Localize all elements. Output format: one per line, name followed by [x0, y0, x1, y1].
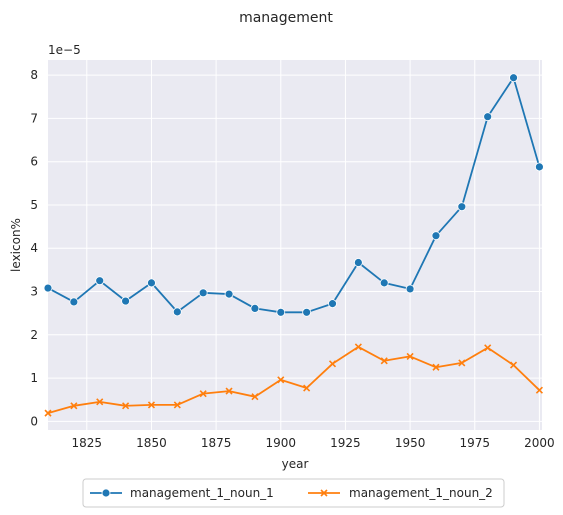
- y-tick-label: 1: [30, 371, 38, 385]
- legend-label-1: management_1_noun_1: [130, 486, 274, 500]
- data-point: [328, 360, 337, 368]
- data-point: [147, 278, 156, 288]
- data-point: [457, 202, 467, 212]
- data-point: [353, 258, 363, 267]
- data-point: [122, 402, 130, 410]
- data-point: [198, 288, 208, 298]
- data-point: [535, 162, 544, 172]
- x-tick-label: 1850: [136, 436, 167, 450]
- data-point: [95, 276, 105, 286]
- data-point: [328, 299, 337, 309]
- data-point: [431, 231, 441, 241]
- y-tick-label: 8: [30, 68, 38, 82]
- y-tick-label: 2: [30, 328, 38, 342]
- data-point: [172, 307, 182, 317]
- legend-swatch-marker-2: [320, 489, 328, 497]
- data-point: [121, 296, 130, 306]
- data-point: [224, 289, 234, 299]
- data-point: [173, 401, 181, 409]
- data-point: [251, 393, 259, 401]
- y-tick-label: 4: [30, 241, 38, 255]
- data-point: [147, 401, 156, 409]
- data-point: [458, 359, 466, 367]
- data-point: [535, 386, 543, 394]
- data-point: [483, 112, 493, 122]
- data-point: [354, 343, 362, 351]
- data-point: [43, 283, 53, 293]
- data-point: [303, 384, 311, 392]
- data-point: [225, 387, 233, 395]
- data-point: [484, 344, 492, 352]
- legend: management_1_noun_1 management_1_noun_2: [82, 478, 505, 508]
- data-point: [380, 357, 388, 365]
- data-point: [69, 297, 79, 307]
- data-point: [277, 376, 285, 384]
- data-point: [405, 284, 415, 294]
- data-point: [509, 73, 518, 83]
- y-multiplier-label: 1e−5: [48, 43, 81, 57]
- data-point: [302, 307, 312, 317]
- y-tick-label: 6: [30, 155, 38, 169]
- chart-title: management: [239, 10, 333, 26]
- y-tick-label: 7: [30, 111, 38, 125]
- x-tick-label: 1975: [459, 436, 490, 450]
- data-point: [70, 402, 78, 410]
- x-tick-label: 1825: [72, 436, 103, 450]
- legend-frame: [82, 478, 505, 508]
- y-axis-ticks: 0 1 2 3 4 5 6 7 8: [30, 68, 38, 428]
- y-tick-label: 3: [30, 285, 38, 299]
- data-point: [509, 361, 518, 369]
- x-tick-label: 2000: [524, 436, 555, 450]
- x-tick-label: 1900: [266, 436, 297, 450]
- y-axis-label: lexicon%: [9, 218, 23, 272]
- x-tick-label: 1925: [330, 436, 361, 450]
- data-point: [276, 307, 286, 317]
- data-point: [379, 278, 389, 288]
- data-point: [199, 390, 207, 398]
- series-line-1: [47, 76, 541, 314]
- data-point: [96, 398, 104, 406]
- legend-swatch-marker-1: [101, 488, 111, 498]
- y-tick-label: 5: [30, 198, 38, 212]
- data-point: [432, 363, 440, 371]
- data-point: [406, 352, 414, 360]
- plot-background: [48, 60, 542, 430]
- x-tick-label: 1950: [395, 436, 426, 450]
- x-axis-ticks: 1825 1850 1875 1900 1925 1950 1975 2000: [72, 436, 555, 450]
- legend-label-2: management_1_noun_2: [349, 486, 493, 500]
- series-group: [43, 73, 544, 417]
- data-point: [250, 303, 260, 313]
- data-point: [44, 409, 52, 417]
- y-tick-label: 0: [30, 414, 38, 428]
- series-line-2: [47, 345, 541, 414]
- x-axis-label: year: [282, 457, 309, 471]
- x-tick-label: 1875: [201, 436, 232, 450]
